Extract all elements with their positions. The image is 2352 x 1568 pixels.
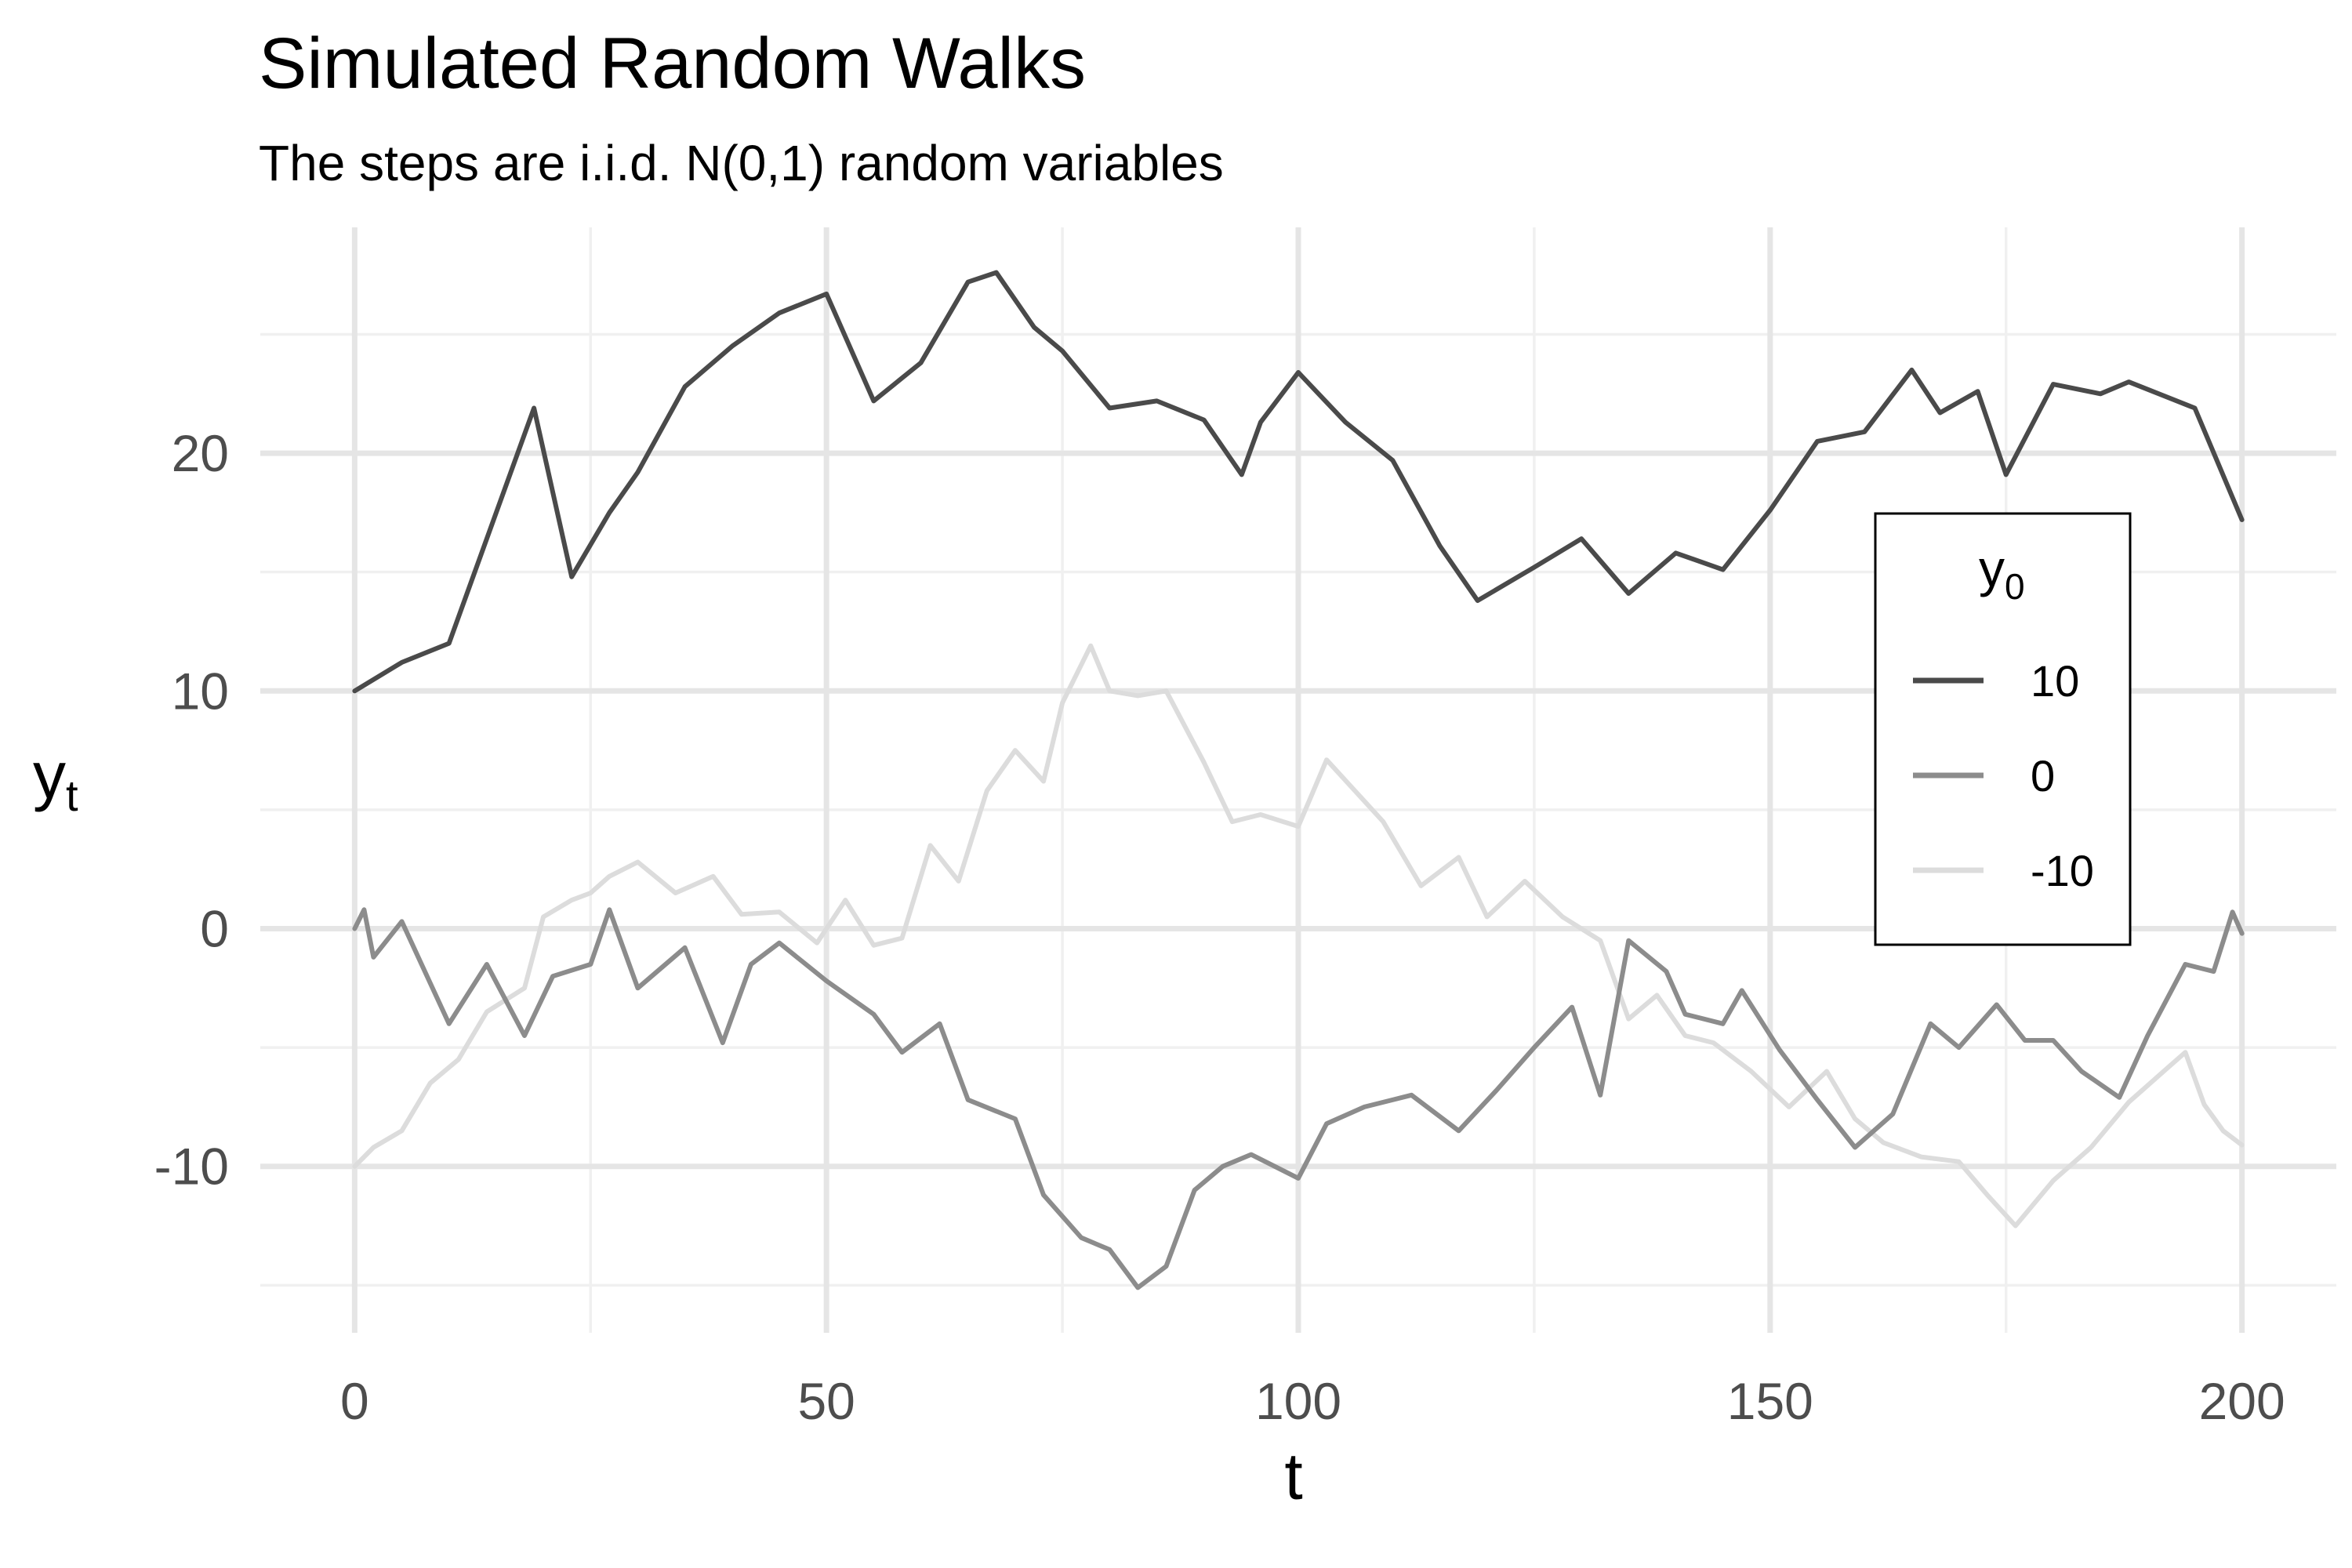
x-tick-label: 50 [797,1372,855,1430]
x-tick-label: 150 [1727,1372,1813,1430]
legend-title-subscript: 0 [2005,566,2025,607]
x-tick-label: 0 [340,1372,369,1430]
y-axis-title-base: y [33,739,66,812]
series-lines [352,270,2245,1290]
x-tick-label: 100 [1255,1372,1341,1430]
x-axis-tick-labels: 0 50 100 150 200 [340,1372,2285,1430]
y-axis-title-subscript: t [66,771,78,820]
y-axis-tick-labels: -10 0 10 20 [154,424,229,1196]
series-line-10 [352,270,2245,694]
x-tick-label: 200 [2199,1372,2285,1430]
series-line-neg10 [352,643,2245,1229]
legend-label: 0 [2031,751,2055,800]
series-line-0 [352,907,2245,1290]
y-tick-label: -10 [154,1138,229,1196]
legend-label: 10 [2031,656,2079,706]
legend-entries: 10 0 -10 [1913,656,2094,895]
legend-title: y0 [1979,539,2025,607]
y-tick-label: 10 [172,662,229,720]
chart-title: Simulated Random Walks [259,24,1086,103]
chart-subtitle: The steps are i.i.d. N(0,1) random varia… [259,135,1224,191]
x-axis-title: t [1284,1439,1302,1513]
legend-title-base: y [1979,539,2005,597]
y-tick-label: 20 [172,424,229,482]
y-tick-label: 0 [200,900,229,958]
y-axis-title: yt [33,739,78,820]
legend: y0 100-10 [1874,512,2132,946]
legend-label: -10 [2031,846,2094,895]
grid-lines [260,227,2336,1333]
